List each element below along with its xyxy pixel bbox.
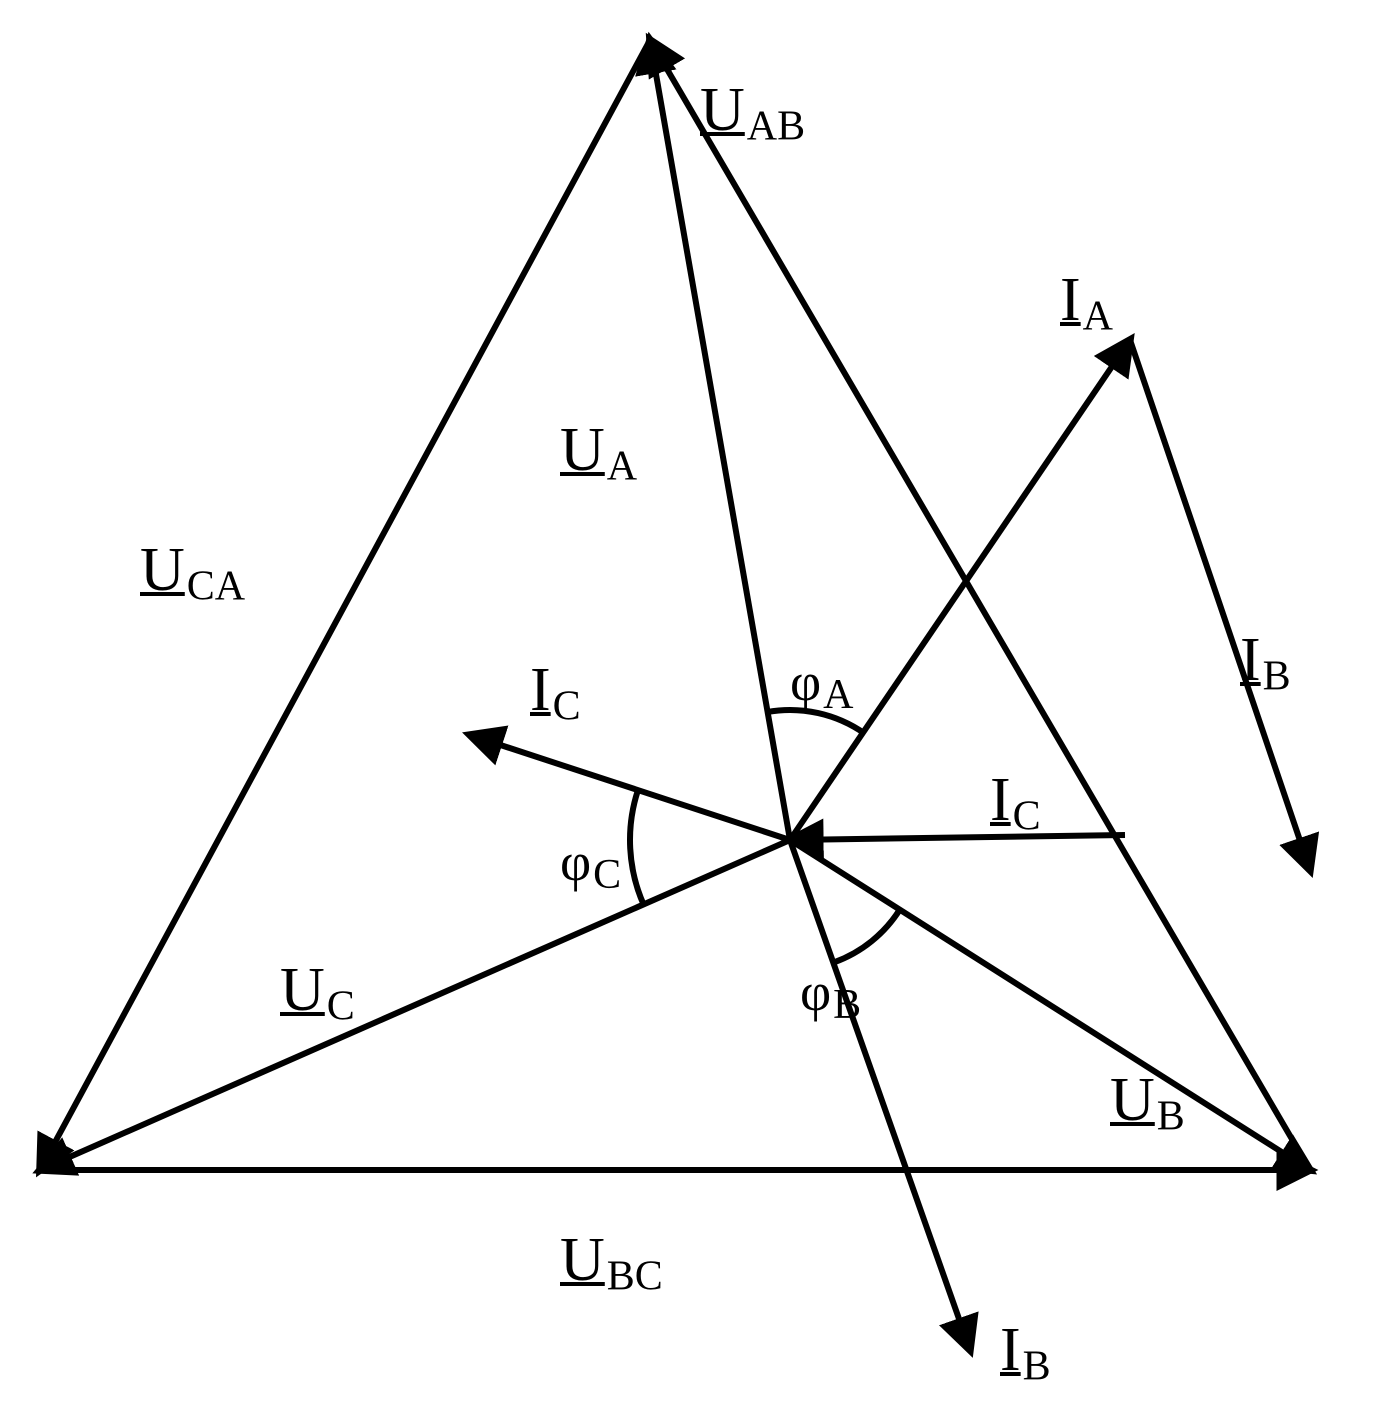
vector-U_B (790, 840, 1310, 1170)
label-sub-I_B_r: B (1263, 653, 1291, 699)
label-sub-U_BC: BC (607, 1253, 663, 1299)
vector-I_C_moved (790, 835, 1125, 840)
label-sub-U_CA: CA (187, 563, 246, 609)
label-sub-phi_B: B (833, 982, 861, 1028)
arc-phi_C (630, 791, 644, 906)
label-main-phi_C: φ (560, 832, 591, 892)
label-sub-U_C: C (327, 983, 355, 1029)
label-sub-phi_C: C (593, 852, 621, 898)
label-sub-I_B_b: B (1023, 1343, 1051, 1389)
label-sub-I_C_l: C (553, 683, 581, 729)
label-phi_B: φB (800, 962, 861, 1028)
vector-U_C (40, 840, 790, 1170)
label-U_A: UA (560, 416, 638, 489)
label-main-phi_A: φ (790, 652, 821, 712)
label-U_C: UC (280, 956, 355, 1029)
phasor-diagram: UABUCAUBCUAUBUCIAIBICICIBφAφBφC (0, 0, 1378, 1411)
label-U_CA: UCA (140, 536, 246, 609)
vector-I_B_moved (1130, 340, 1310, 870)
label-sub-I_A: A (1083, 293, 1114, 339)
label-I_C_l: IC (530, 656, 581, 729)
label-sub-U_AB: AB (747, 103, 805, 149)
vector-I_B (790, 840, 970, 1350)
label-sub-U_A: A (607, 443, 638, 489)
label-I_A: IA (1060, 266, 1114, 339)
label-U_AB: UAB (700, 76, 805, 149)
vector-I_A (790, 340, 1130, 840)
vectors-layer (40, 40, 1310, 1350)
label-sub-U_B: B (1157, 1093, 1185, 1139)
label-main-phi_B: φ (800, 962, 831, 1022)
label-U_BC: UBC (560, 1226, 663, 1299)
label-U_B: UB (1110, 1066, 1185, 1139)
label-I_B_r: IB (1240, 626, 1291, 699)
label-I_C_r: IC (990, 766, 1041, 839)
labels-layer: UABUCAUBCUAUBUCIAIBICICIBφAφBφC (140, 76, 1291, 1389)
label-phi_A: φA (790, 652, 854, 718)
label-sub-phi_A: A (823, 672, 854, 718)
arc-phi_B (834, 909, 900, 962)
label-phi_C: φC (560, 832, 621, 898)
label-sub-I_C_r: C (1013, 793, 1041, 839)
label-I_B_b: IB (1000, 1316, 1051, 1389)
